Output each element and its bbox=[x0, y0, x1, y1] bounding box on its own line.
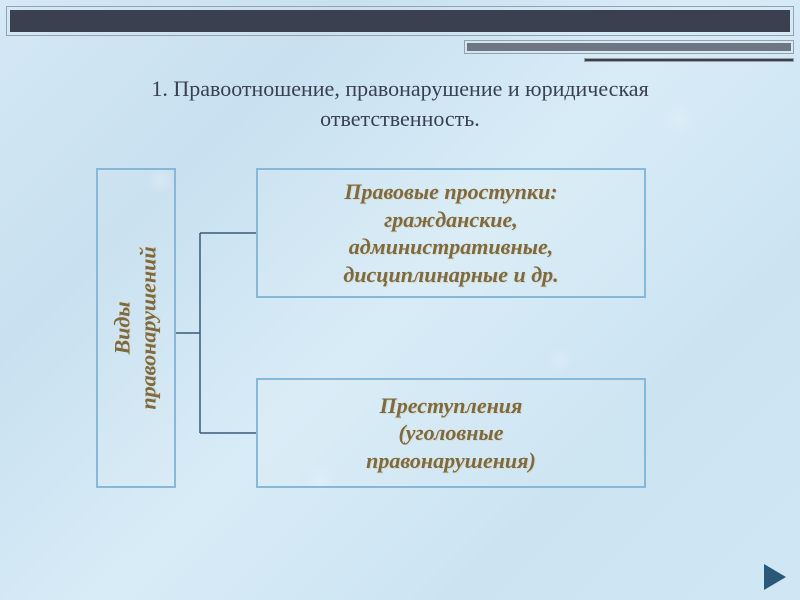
title-line-1: 1. Правоотношение, правонарушение и юрид… bbox=[151, 76, 648, 101]
header-bar-fill bbox=[10, 10, 790, 32]
next-slide-arrow-icon[interactable] bbox=[764, 564, 786, 590]
header-thin-bar bbox=[584, 58, 794, 62]
slide-title: 1. Правоотношение, правонарушение и юрид… bbox=[0, 74, 800, 133]
header-accent-fill bbox=[467, 43, 791, 51]
diagram-root-box: Видыправонарушений bbox=[96, 168, 176, 488]
title-line-2: ответственность. bbox=[320, 106, 480, 131]
header-bar bbox=[6, 6, 794, 36]
diagram-branch-1-label: Правовые проступки:гражданские,администр… bbox=[337, 172, 564, 294]
header-accent-bar bbox=[464, 40, 794, 54]
diagram-branch-2-label: Преступления(уголовныеправонарушения) bbox=[360, 386, 542, 481]
diagram-root-label: Видыправонарушений bbox=[110, 246, 162, 409]
diagram-branch-2-box: Преступления(уголовныеправонарушения) bbox=[256, 378, 646, 488]
diagram-branch-1-box: Правовые проступки:гражданские,администр… bbox=[256, 168, 646, 298]
slide: 1. Правоотношение, правонарушение и юрид… bbox=[0, 0, 800, 600]
